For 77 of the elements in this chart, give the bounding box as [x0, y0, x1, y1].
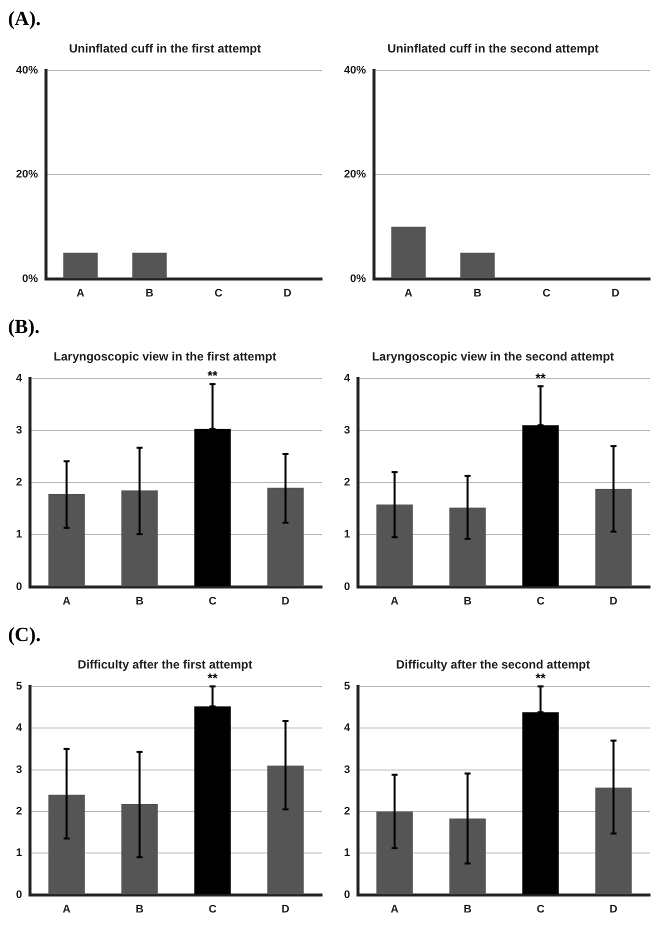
x-tick-label: C [542, 287, 551, 300]
y-tick-label: 20% [344, 168, 366, 181]
y-tick-label: 1 [16, 847, 22, 860]
y-tick-label: 2 [16, 805, 22, 818]
y-tick-label: 4 [344, 722, 351, 734]
x-tick-label: A [404, 287, 413, 300]
y-tick-label: 1 [344, 528, 350, 541]
bar [48, 494, 85, 586]
bar [48, 794, 85, 894]
y-tick-label: 4 [16, 722, 23, 734]
x-tick-label: B [146, 287, 154, 300]
y-tick-label: 3 [16, 764, 22, 776]
annotation: ** [535, 370, 547, 386]
y-tick-label: 0% [350, 272, 366, 285]
x-tick-label: A [62, 595, 71, 608]
x-tick-label: A [390, 903, 399, 916]
annotation: ** [535, 670, 547, 686]
bar [267, 488, 304, 586]
x-tick-label: B [136, 903, 144, 916]
y-tick-label: 3 [344, 424, 350, 437]
y-tick-label: 40% [344, 64, 366, 76]
x-tick-label: B [464, 903, 472, 916]
x-tick-label: A [390, 595, 399, 608]
x-tick-label: D [610, 903, 618, 916]
y-tick-label: 0% [22, 272, 38, 285]
chart-title: Laryngoscopic view in the first attempt [54, 350, 276, 364]
x-tick-label: C [536, 903, 545, 916]
y-tick-label: 40% [16, 64, 38, 76]
bar [376, 811, 413, 894]
x-tick-label: C [208, 595, 217, 608]
text: (C). [8, 624, 41, 646]
x-tick-label: D [612, 287, 620, 300]
bar [449, 818, 486, 894]
y-tick-label: 0 [16, 580, 22, 593]
bar [376, 504, 413, 586]
x-tick-label: B [464, 595, 472, 608]
x-tick-label: D [284, 287, 292, 300]
y-tick-label: 3 [344, 764, 350, 776]
bar [121, 804, 158, 894]
y-tick-label: 0 [16, 888, 22, 901]
x-tick-label: D [282, 595, 290, 608]
y-tick-label: 1 [344, 847, 350, 860]
x-tick-label: D [610, 595, 618, 608]
y-tick-label: 3 [16, 424, 22, 437]
x-tick-label: B [136, 595, 144, 608]
x-tick-label: C [536, 595, 545, 608]
chart-title: Laryngoscopic view in the second attempt [372, 350, 614, 364]
bar [595, 788, 632, 894]
x-tick-label: C [208, 903, 217, 916]
bar [121, 490, 158, 586]
y-tick-label: 20% [16, 168, 38, 181]
y-tick-label: 1 [16, 528, 22, 541]
bar [267, 766, 304, 894]
chart-title: Difficulty after the first attempt [78, 658, 252, 672]
chart-title: Uninflated cuff in the first attempt [69, 42, 262, 56]
x-tick-label: A [76, 287, 85, 300]
bar [595, 488, 632, 586]
y-tick-label: 0 [344, 580, 350, 593]
y-tick-label: 5 [344, 680, 350, 692]
x-tick-label: A [62, 903, 71, 916]
y-tick-label: 5 [16, 680, 22, 692]
y-tick-label: 0 [344, 888, 350, 901]
x-tick-label: B [474, 287, 482, 300]
y-tick-label: 2 [344, 476, 350, 489]
annotation: ** [207, 670, 219, 686]
bar [449, 508, 486, 586]
y-tick-label: 2 [16, 476, 22, 489]
chart-title: Uninflated cuff in the second attempt [387, 42, 599, 56]
x-tick-label: C [214, 287, 223, 300]
y-tick-label: 4 [16, 372, 23, 384]
chart-title: Difficulty after the second attempt [396, 658, 590, 672]
y-tick-label: 2 [344, 805, 350, 818]
x-tick-label: D [282, 903, 290, 916]
text: (A). [8, 8, 41, 30]
y-tick-label: 4 [344, 372, 351, 384]
annotation: ** [207, 368, 219, 384]
text: (B). [8, 316, 40, 338]
